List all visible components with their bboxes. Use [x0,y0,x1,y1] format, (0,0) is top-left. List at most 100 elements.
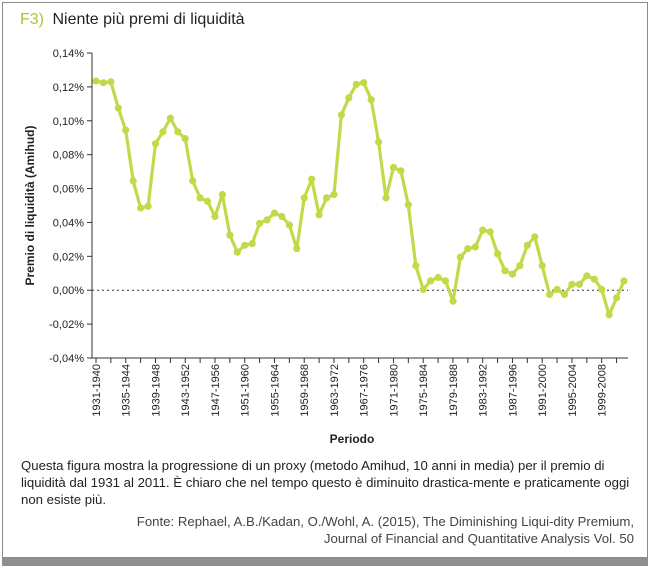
data-point [322,194,331,202]
x-tick-label: 1959-1968 [299,364,311,417]
data-point [575,280,584,288]
data-point [248,240,256,248]
data-point [129,177,137,185]
data-point [471,243,479,251]
data-point [360,79,368,87]
data-point [441,277,450,285]
data-point [300,194,308,202]
x-tick-label: 1963-1972 [329,364,341,417]
data-point [613,294,621,302]
figure-frame [2,2,648,558]
y-tick-label: -0,04% [49,353,84,365]
data-point [427,277,435,285]
x-tick-label: 1939-1948 [150,364,162,417]
x-tick-label: 1983-1992 [478,364,490,417]
series-line [94,79,626,317]
data-point [256,219,264,227]
data-point [196,194,204,202]
data-point [404,201,412,209]
data-point [345,94,353,102]
data-point [367,96,375,104]
data-point [114,104,122,112]
figure-label: F3) [20,11,44,28]
data-point [375,138,383,146]
data-point [189,177,197,185]
data-point [270,209,279,217]
data-point [620,277,628,285]
data-point [412,262,420,270]
data-point [92,77,100,85]
data-point [137,204,145,212]
data-point [382,194,390,202]
y-tick-label: 0,08% [53,150,84,162]
data-point [337,111,345,119]
data-point [352,80,360,88]
data-point [278,212,286,221]
data-point [159,128,167,136]
data-point [107,78,115,86]
data-point [479,226,487,234]
x-tick-label: 1999-2008 [597,364,609,417]
data-point [598,285,606,293]
x-tick-label: 1931-1940 [91,364,103,417]
figure-title: Niente più premi di liquidità [52,11,245,28]
data-point [590,275,598,283]
data-point [263,216,271,224]
data-point [181,135,189,143]
x-tick-label: 1951-1960 [240,364,252,417]
data-point [546,290,554,299]
data-point [568,280,576,288]
data-point [605,311,613,319]
data-point [464,245,472,253]
data-point [531,233,539,241]
data-point [144,202,152,210]
x-tick-label: 1971-1980 [388,364,400,417]
y-tick-label: 0,04% [53,217,84,229]
data-point [538,262,546,270]
x-tick-label: 1979-1988 [448,364,460,417]
data-point [330,190,338,199]
y-tick-label: 0,14% [53,48,84,60]
data-point [174,128,182,136]
data-point [99,79,107,87]
x-tick-label: 1947-1956 [210,364,222,417]
x-tick-label: 1975-1984 [418,364,430,417]
data-point [166,114,174,122]
data-point [419,285,427,293]
figure-caption: Questa figura mostra la progressione di … [21,458,630,507]
data-point [397,167,405,175]
data-point [285,221,293,229]
data-point [233,248,241,256]
x-tick-label: 1995-2004 [567,364,579,417]
data-point [560,290,569,299]
data-point [583,272,591,280]
data-point [389,163,398,171]
data-point [456,253,464,261]
bottom-bar [2,558,648,566]
data-point [315,211,323,219]
data-point [218,190,226,199]
data-point [211,212,219,221]
x-tick-label: 1987-1996 [507,364,519,417]
data-point [293,245,301,253]
data-point [449,297,457,305]
x-tick-label: 1991-2000 [537,364,549,417]
data-point [308,175,316,183]
y-axis-title: Premio di liquidità (Amihud) [23,126,37,286]
data-point [226,231,234,239]
y-tick-label: 0,12% [53,82,84,94]
data-point [494,250,502,258]
figure-heading: F3) Niente più premi di liquidità [20,11,245,29]
x-axis-title: Periodo [330,432,375,446]
data-point [203,197,212,205]
data-point [122,126,130,134]
data-point [553,285,561,293]
data-point [501,267,509,275]
y-tick-label: 0,10% [53,116,84,128]
x-tick-label: 1943-1952 [180,364,192,417]
x-tick-label: 1955-1964 [269,364,281,417]
data-point [241,241,249,249]
y-tick-label: 0,06% [53,184,84,196]
y-tick-label: 0,02% [53,251,84,263]
data-point [486,228,494,236]
